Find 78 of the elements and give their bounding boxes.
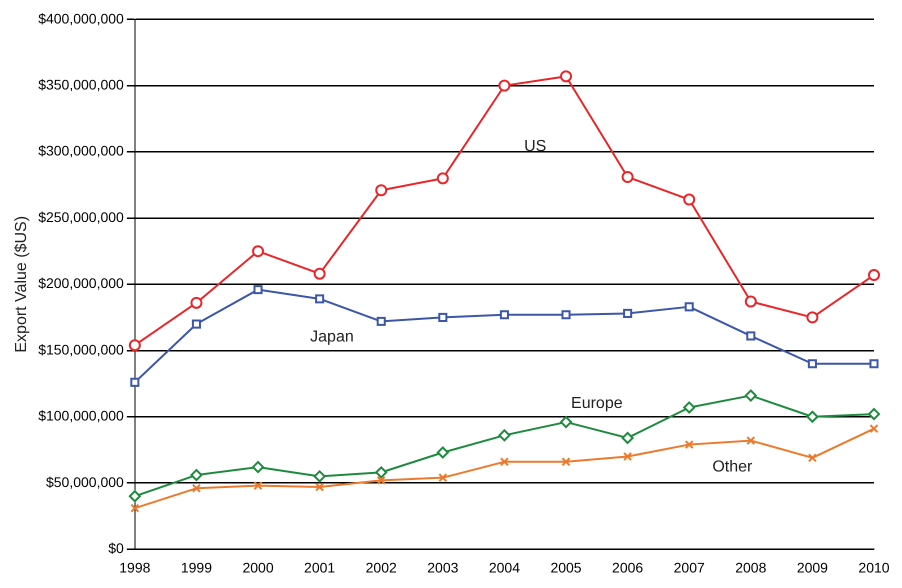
point bbox=[869, 424, 879, 434]
point bbox=[622, 171, 634, 184]
point bbox=[744, 390, 757, 402]
x-tick-label: 2008 bbox=[735, 559, 767, 576]
point bbox=[560, 70, 572, 82]
point bbox=[436, 172, 449, 184]
point bbox=[561, 457, 571, 466]
point bbox=[254, 481, 263, 490]
point bbox=[192, 484, 201, 493]
x-tick-label: 2004 bbox=[488, 559, 520, 576]
point bbox=[438, 473, 448, 482]
x-tick-label: 1999 bbox=[180, 559, 212, 576]
point bbox=[684, 440, 694, 450]
point bbox=[376, 316, 386, 326]
point bbox=[498, 80, 510, 92]
point bbox=[254, 285, 263, 294]
point bbox=[376, 476, 386, 485]
point bbox=[252, 461, 264, 474]
point bbox=[375, 184, 388, 196]
x-tick-label: 2002 bbox=[366, 559, 398, 576]
point bbox=[436, 446, 449, 459]
point bbox=[868, 408, 880, 420]
y-tick-label: $200,000,000 bbox=[38, 275, 124, 292]
x-tick-label: 2009 bbox=[796, 559, 828, 576]
y-tick-label: $400,000,000 bbox=[38, 10, 124, 26]
x-tick-label: 2000 bbox=[242, 559, 274, 576]
point bbox=[808, 453, 817, 462]
point bbox=[808, 359, 817, 368]
point bbox=[806, 410, 818, 423]
point bbox=[746, 436, 756, 446]
point bbox=[130, 378, 140, 387]
point bbox=[438, 312, 448, 322]
point bbox=[623, 452, 632, 462]
point bbox=[130, 504, 140, 513]
y-tick-label: $250,000,000 bbox=[38, 208, 124, 225]
point bbox=[314, 268, 326, 280]
point bbox=[192, 320, 201, 329]
x-tick-label: 2006 bbox=[612, 559, 644, 576]
point bbox=[806, 311, 818, 324]
x-tick-label: 2007 bbox=[674, 559, 705, 576]
x-tick-label: 2003 bbox=[427, 559, 459, 576]
point bbox=[869, 359, 879, 368]
point bbox=[375, 466, 388, 478]
y-tick-label: $0 bbox=[108, 540, 124, 556]
point bbox=[683, 401, 696, 414]
point bbox=[315, 294, 324, 304]
point bbox=[684, 302, 694, 312]
y-axis-title: Export Value ($US) bbox=[13, 216, 30, 353]
y-tick-label: $300,000,000 bbox=[38, 142, 124, 159]
y-tick-label: $50,000,000 bbox=[46, 474, 124, 490]
point bbox=[622, 432, 634, 444]
x-tick-label: 2005 bbox=[550, 559, 582, 576]
point bbox=[561, 310, 571, 320]
y-tick-label: $100,000,000 bbox=[38, 408, 124, 424]
point bbox=[746, 331, 756, 340]
point bbox=[252, 245, 264, 258]
point bbox=[683, 194, 696, 206]
point bbox=[623, 308, 632, 318]
y-tick-label: $150,000,000 bbox=[38, 341, 124, 358]
x-tick-label: 2010 bbox=[858, 559, 890, 576]
point bbox=[560, 416, 572, 428]
x-tick-label: 1998 bbox=[119, 559, 151, 576]
series-label: Other bbox=[712, 458, 754, 476]
point bbox=[128, 490, 141, 502]
text: US bbox=[524, 138, 546, 155]
series-label: Japan bbox=[310, 328, 354, 346]
point bbox=[314, 470, 326, 482]
point bbox=[190, 296, 202, 309]
x-tick-label: 2001 bbox=[304, 559, 336, 576]
series-label: Europe bbox=[571, 394, 623, 412]
point bbox=[315, 482, 324, 492]
point bbox=[190, 469, 202, 482]
point bbox=[498, 429, 510, 442]
y-tick-label: $350,000,000 bbox=[38, 76, 124, 92]
point bbox=[868, 269, 880, 282]
point bbox=[500, 310, 509, 320]
point bbox=[744, 296, 757, 308]
point bbox=[500, 457, 509, 466]
